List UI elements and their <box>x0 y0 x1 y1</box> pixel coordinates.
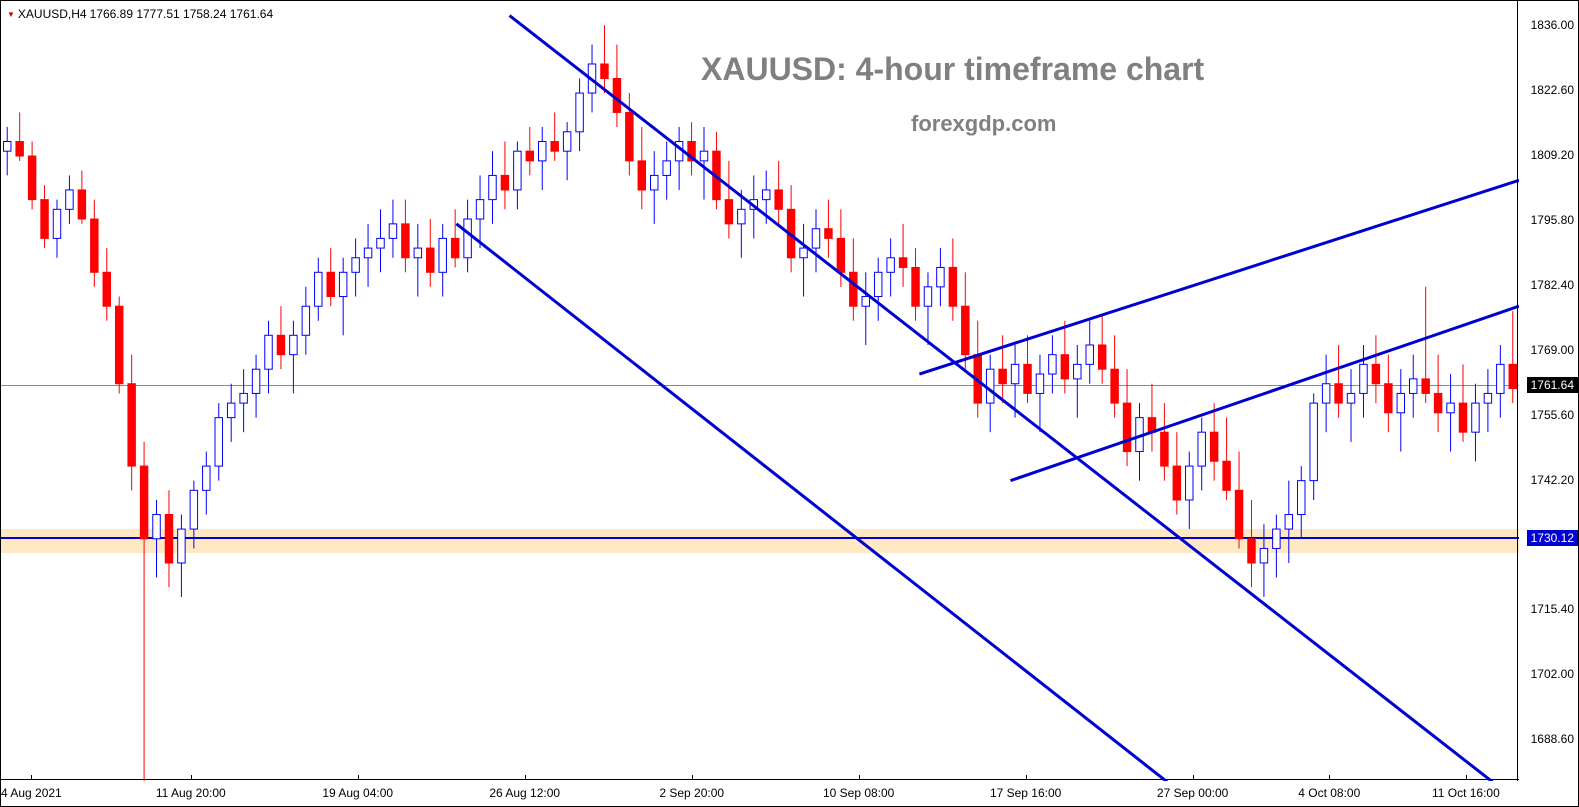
x-axis-label: 2 Sep 20:00 <box>659 786 724 800</box>
x-axis-tick <box>191 775 192 780</box>
candlestick-series <box>1 1 1519 781</box>
x-axis-tick <box>1466 775 1467 780</box>
x-axis-label: 11 Aug 20:00 <box>156 786 226 800</box>
x-axis-label: 26 Aug 12:00 <box>489 786 560 800</box>
y-axis-label: 1769.00 <box>1531 343 1574 357</box>
x-axis-tick <box>1026 775 1027 780</box>
x-axis-tick <box>1193 775 1194 780</box>
x-axis-label: 10 Sep 08:00 <box>823 786 894 800</box>
y-axis-label: 1836.00 <box>1531 18 1574 32</box>
y-axis-label: 1715.40 <box>1531 602 1574 616</box>
y-axis-label: 1688.60 <box>1531 732 1574 746</box>
plot-area[interactable]: ▼ XAUUSD,H4 1766.89 1777.51 1758.24 1761… <box>1 1 1519 781</box>
x-axis-label: 27 Sep 00:00 <box>1157 786 1228 800</box>
x-axis: 4 Aug 2021 11 Aug 20:00 19 Aug 04:00 26 Aug… <box>1 779 1519 806</box>
y-axis-label: 1702.00 <box>1531 667 1574 681</box>
x-axis-tick <box>31 775 32 780</box>
ohlc-values: 1766.89 1777.51 1758.24 1761.64 <box>90 7 274 21</box>
y-axis-label: 1755.60 <box>1531 408 1574 422</box>
x-axis-tick <box>859 775 860 780</box>
x-axis-label: 11 Oct 16:00 <box>1432 786 1500 800</box>
x-axis-tick <box>358 775 359 780</box>
chart-title: XAUUSD: 4-hour timeframe chart <box>701 51 1204 88</box>
x-axis-tick <box>692 775 693 780</box>
x-axis-tick <box>1329 775 1330 780</box>
current-price-tag: 1761.64 <box>1527 377 1578 393</box>
y-axis: 1761.64 1730.12 1836.00 1822.60 1809.20 179… <box>1517 1 1578 781</box>
x-axis-tick <box>525 775 526 780</box>
x-axis-label: 4 Oct 08:00 <box>1298 786 1360 800</box>
y-axis-label: 1782.40 <box>1531 278 1574 292</box>
symbol-header: ▼ XAUUSD,H4 1766.89 1777.51 1758.24 1761… <box>7 7 273 21</box>
symbol-name: XAUUSD,H4 <box>18 7 87 21</box>
y-axis-label: 1795.80 <box>1531 213 1574 227</box>
x-axis-label: 4 Aug 2021 <box>1 786 62 800</box>
symbol-triangle-icon: ▼ <box>7 10 15 19</box>
chart-subtitle: forexgdp.com <box>911 111 1056 137</box>
support-price-tag: 1730.12 <box>1527 530 1578 546</box>
x-axis-label: 19 Aug 04:00 <box>322 786 393 800</box>
x-axis-label: 17 Sep 16:00 <box>990 786 1061 800</box>
y-axis-label: 1742.20 <box>1531 473 1574 487</box>
y-axis-label: 1822.60 <box>1531 83 1574 97</box>
chart-container: ▼ XAUUSD,H4 1766.89 1777.51 1758.24 1761… <box>0 0 1579 807</box>
y-axis-label: 1809.20 <box>1531 148 1574 162</box>
